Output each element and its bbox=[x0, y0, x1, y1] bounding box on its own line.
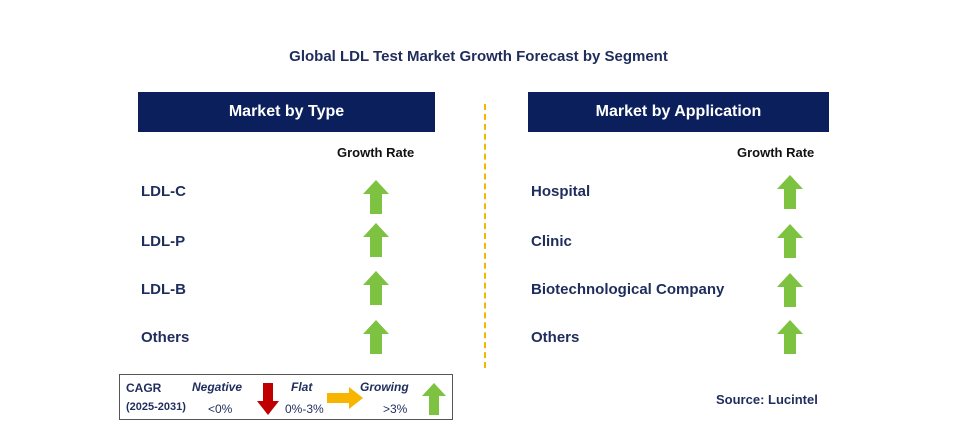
growing-arrow-icon bbox=[777, 175, 803, 209]
panel-divider bbox=[484, 104, 486, 368]
legend-period: (2025-2031) bbox=[126, 401, 186, 413]
growing-arrow-icon bbox=[363, 223, 389, 257]
legend-negative-range: <0% bbox=[208, 402, 233, 416]
growing-arrow-icon bbox=[777, 224, 803, 258]
type-growth-rate-header: Growth Rate bbox=[337, 145, 415, 160]
legend-flat-range: 0%-3% bbox=[285, 402, 324, 416]
legend-cagr-label: CAGR bbox=[126, 381, 162, 395]
growing-arrow-icon bbox=[777, 320, 803, 354]
legend-negative-label: Negative bbox=[192, 380, 243, 394]
growing-arrow-icon bbox=[363, 320, 389, 354]
chart-title: Global LDL Test Market Growth Forecast b… bbox=[289, 48, 668, 65]
growing-arrow-icon bbox=[363, 180, 389, 214]
legend-flat-label: Flat bbox=[291, 380, 313, 394]
growing-arrow-icon bbox=[363, 271, 389, 305]
growing-arrow-icon bbox=[777, 273, 803, 307]
source-note: Source: Lucintel bbox=[716, 392, 818, 407]
type-label-others: Others bbox=[141, 329, 190, 346]
cagr-legend: CAGR (2025-2031) Negative <0% Flat 0%-3%… bbox=[119, 374, 453, 420]
type-panel-header: Market by Type bbox=[138, 92, 435, 132]
application-panel-header: Market by Application bbox=[528, 92, 829, 132]
negative-arrow-icon bbox=[257, 383, 279, 415]
type-label-ldl-b: LDL-B bbox=[141, 281, 186, 298]
application-label-biotechnological-company: Biotechnological Company bbox=[531, 281, 725, 298]
application-label-hospital: Hospital bbox=[531, 183, 591, 200]
application-label-others: Others bbox=[531, 329, 580, 346]
type-label-ldl-p: LDL-P bbox=[141, 233, 186, 250]
flat-arrow-icon bbox=[327, 387, 363, 409]
growing-arrow-icon bbox=[422, 383, 446, 415]
legend-growing-label: Growing bbox=[360, 380, 409, 394]
type-label-ldl-c: LDL-C bbox=[141, 183, 186, 200]
application-growth-rate-header: Growth Rate bbox=[737, 145, 815, 160]
application-label-clinic: Clinic bbox=[531, 233, 572, 250]
legend-growing-range: >3% bbox=[383, 402, 408, 416]
